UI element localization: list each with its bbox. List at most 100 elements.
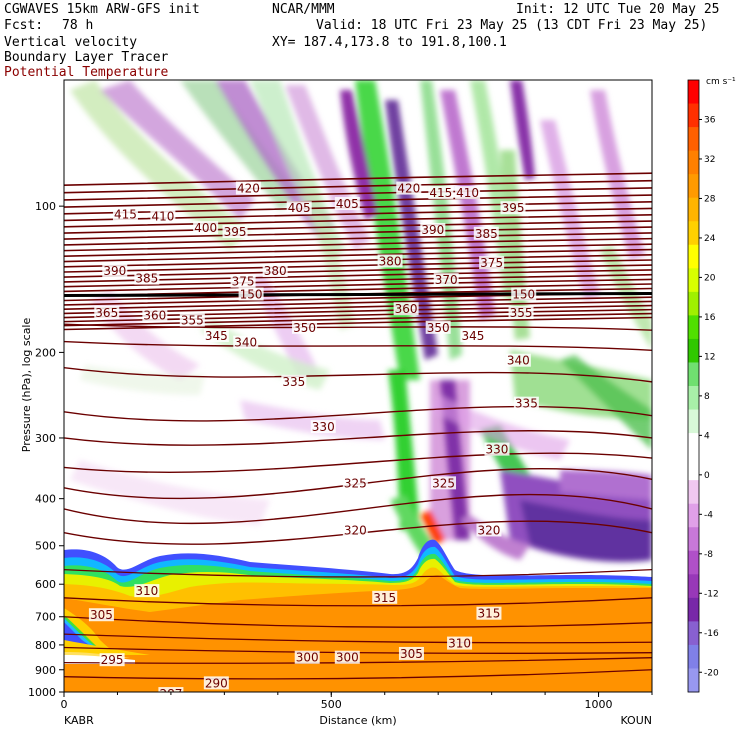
theta-contour-line (64, 248, 652, 263)
theta-label-bg (179, 313, 205, 327)
theta-label: 405 (336, 197, 359, 211)
theta-label: 315 (478, 607, 501, 621)
y-axis-label: Pressure (hPa), log scale (20, 318, 33, 453)
theta-contour-line (64, 569, 652, 578)
colorbar-swatch (688, 127, 699, 152)
colorbar-tick-label: 36 (704, 115, 716, 125)
theta-label-bg (286, 201, 312, 215)
colorbar-tick-label: -4 (704, 510, 713, 520)
theta-contour-line (64, 243, 652, 257)
theta-label-bg (460, 328, 486, 342)
y-axis: 100 200 300 400 500 600 700 800 900 1000 (28, 200, 64, 699)
theta-contour-line (64, 179, 652, 194)
theta-label-bg (112, 207, 138, 221)
theta-label-bg (372, 590, 398, 604)
theta-label-bg (476, 606, 502, 620)
theta-label-bg (420, 223, 446, 237)
colorbar-tick-label: 0 (704, 471, 710, 481)
theta-label-bg (230, 274, 256, 288)
theta-label: 345 (461, 329, 484, 343)
y-tick-label: 900 (35, 664, 56, 677)
header-model: CGWAVES 15km ARW-GFS init (4, 2, 200, 17)
colorbar-tick-label: 16 (704, 313, 716, 323)
theta-label: 375 (480, 256, 503, 270)
theta-label-bg (505, 353, 531, 367)
theta-label-bg (428, 186, 454, 200)
plot-frame (63, 79, 653, 693)
theta-label-bg (281, 374, 307, 388)
y-tick-label: 100 (35, 200, 56, 213)
theta-label-bg (433, 273, 459, 287)
theta-label-bg (479, 256, 505, 270)
theta-label: 360 (395, 302, 418, 316)
colorbar-units: cm s⁻¹ (706, 77, 736, 87)
header-field1: Vertical velocity (4, 35, 138, 50)
theta-contour-line (64, 226, 652, 240)
theta-contour-line (64, 220, 652, 234)
theta-label: 340 (507, 354, 530, 368)
theta-contour-line (64, 172, 652, 186)
theta-label: 150 (240, 287, 263, 301)
theta-label-bg (455, 186, 481, 200)
theta-label-bg (262, 264, 288, 278)
theta-label: 380 (264, 264, 287, 278)
theta-label-bg (425, 320, 451, 334)
colorbar-tick-label: 4 (704, 431, 710, 441)
theta-label: 315 (373, 591, 396, 605)
theta-contour-line (64, 616, 652, 628)
theta-contour-line (64, 304, 652, 319)
header-field3: Potential Temperature (4, 65, 169, 80)
theta-contour-line (64, 340, 652, 351)
colorbar-swatch (688, 386, 699, 411)
x-axis: 0 500 1000 (61, 692, 653, 711)
theta-label: 320 (478, 523, 501, 537)
theta-label-bg (310, 420, 336, 434)
theta-contour-line (64, 259, 652, 273)
x-tick-label: 0 (61, 698, 68, 711)
theta-label: 395 (224, 225, 247, 239)
x-tick-label: 1000 (585, 698, 613, 711)
theta-label: 310 (135, 584, 158, 598)
y-tick-label: 800 (35, 639, 56, 652)
theta-label: 410 (151, 209, 174, 223)
theta-label-bg (142, 308, 168, 322)
y-tick-label: 600 (35, 578, 56, 591)
theta-label-bg (150, 209, 176, 223)
theta-label: 390 (421, 223, 444, 237)
left-endpoint-label: KABR (64, 714, 94, 727)
theta-label-bg (88, 608, 114, 622)
theta-label: 355 (510, 306, 533, 320)
level-150-line (64, 291, 652, 297)
colorbar-swatch (688, 291, 699, 316)
theta-contour-line (64, 254, 652, 268)
header-center: NCAR/MMM (272, 2, 335, 17)
colorbar-tick-label: 24 (704, 234, 716, 244)
theta-label: 300 (336, 651, 359, 665)
colorbar-swatch (688, 621, 699, 646)
theta-label: 415 (429, 186, 452, 200)
theta-contour-line (64, 273, 652, 288)
theta-label-bg (292, 320, 318, 334)
theta-label: 390 (103, 264, 126, 278)
colorbar-swatch (688, 80, 699, 105)
x-tick-label: 500 (321, 698, 342, 711)
theta-label: 385 (135, 272, 158, 286)
theta-label: 330 (312, 420, 335, 434)
theta-label-bg (334, 197, 360, 211)
theta-label-bg (238, 287, 264, 301)
colorbar-swatch (688, 644, 699, 669)
colorbar-tick-label: 12 (704, 352, 715, 362)
colorbar-swatch (688, 338, 699, 363)
theta-label: 375 (232, 275, 255, 289)
theta-label: 420 (237, 182, 260, 196)
theta-labels: 415 410 400 420 405 405 420 415 410 395 390 385 395 3… (88, 181, 539, 692)
theta-label-bg (235, 181, 261, 195)
colorbar-swatch (688, 480, 699, 505)
theta-label-bg (99, 653, 125, 667)
theta-contour-line (64, 308, 652, 323)
theta-contour-line (64, 316, 652, 331)
theta-contour-line (64, 300, 652, 315)
theta-label: 310 (448, 637, 471, 651)
y-tick-label: 500 (35, 540, 56, 553)
